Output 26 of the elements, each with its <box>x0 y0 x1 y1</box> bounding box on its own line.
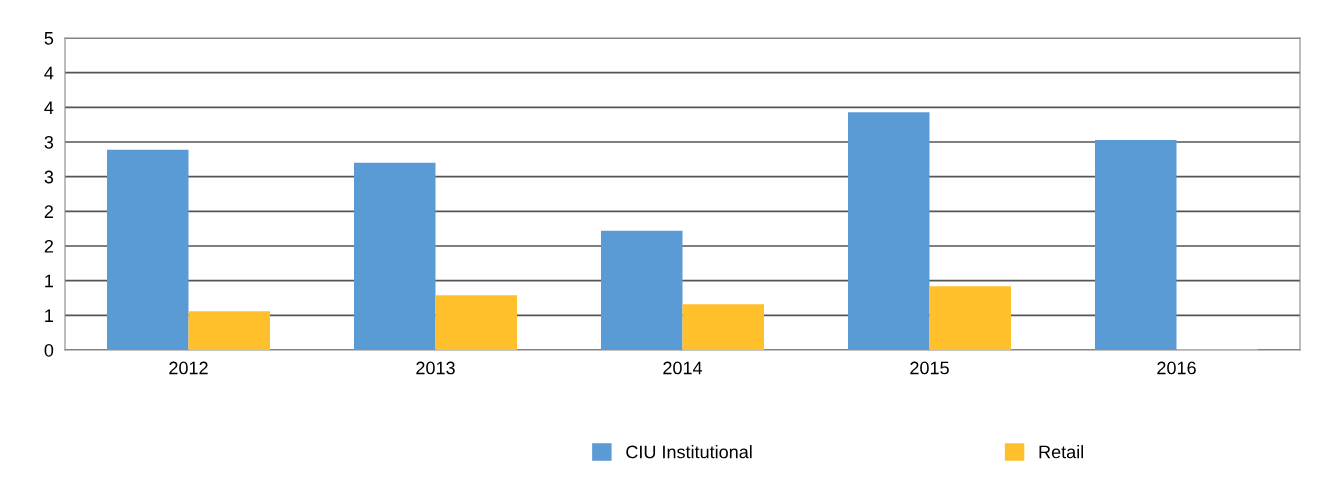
bar <box>188 311 271 350</box>
x-tick-label: 2012 <box>169 361 208 375</box>
y-tick-label: 3 <box>44 170 54 184</box>
y-tick-label: 5 <box>44 32 54 45</box>
y-tick-label: 1 <box>45 309 54 322</box>
bar <box>1094 139 1177 350</box>
x-tick-label: 2015 <box>910 361 949 375</box>
x-tick-label: 2013 <box>416 361 455 375</box>
y-tick-label: 0 <box>44 343 54 357</box>
y-tick-label: 4 <box>44 66 54 80</box>
bar <box>106 149 189 350</box>
y-tick-label: 1 <box>45 274 54 288</box>
y-tick-label: 2 <box>44 239 53 253</box>
x-tick-label: 2016 <box>1157 361 1196 375</box>
legend-label: Retail <box>1039 445 1084 459</box>
y-tick-label: 3 <box>44 135 54 149</box>
bar <box>847 112 930 350</box>
y-tick-label: 2 <box>44 205 53 218</box>
y-tick-label: 4 <box>44 101 54 114</box>
bar <box>353 162 436 350</box>
x-tick-label: 2014 <box>663 361 703 375</box>
legend-label: CIU Institutional <box>626 445 752 459</box>
bar <box>682 304 765 350</box>
bar <box>600 230 683 350</box>
bar <box>929 286 1012 350</box>
bar <box>435 295 518 350</box>
